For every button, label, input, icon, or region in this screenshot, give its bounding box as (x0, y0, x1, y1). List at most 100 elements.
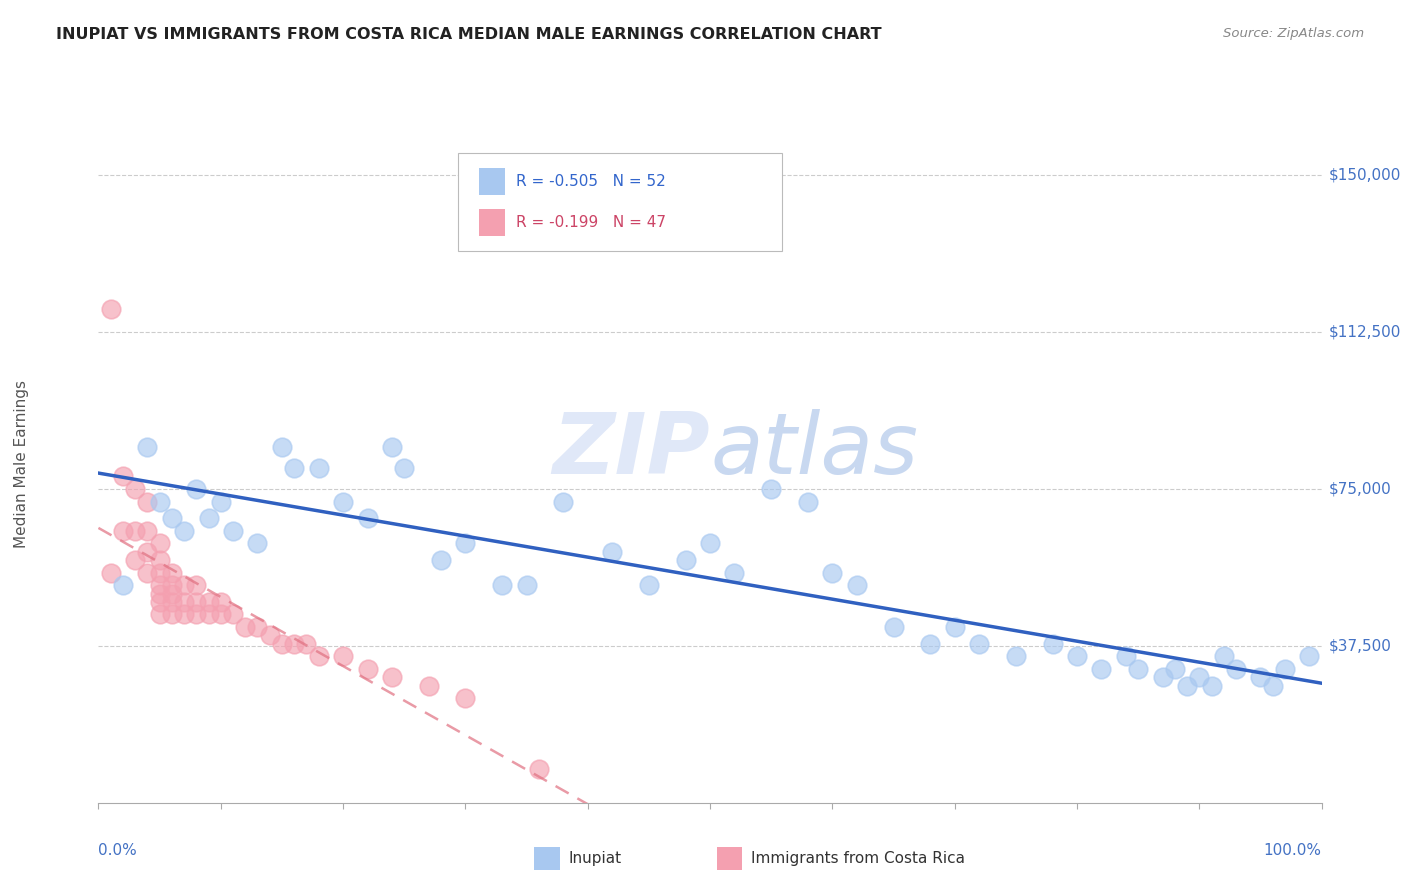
Point (1042, 637, 1064, 651)
Point (149, 586, 172, 600)
Point (845, 578, 868, 592)
Point (553, 494, 575, 508)
Point (160, 607, 183, 622)
Point (149, 578, 172, 592)
Point (283, 461, 305, 475)
Point (149, 607, 172, 622)
Text: atlas: atlas (710, 409, 918, 491)
Point (136, 440, 159, 454)
Point (209, 607, 232, 622)
Point (675, 553, 697, 567)
Point (699, 536, 721, 550)
Point (111, 524, 134, 538)
Text: R = -0.199   N = 47: R = -0.199 N = 47 (516, 215, 666, 230)
Point (270, 637, 294, 651)
Text: $37,500: $37,500 (1329, 639, 1392, 653)
Point (270, 440, 294, 454)
Text: $75,000: $75,000 (1329, 482, 1392, 497)
Text: R = -0.505   N = 52: R = -0.505 N = 52 (516, 174, 666, 189)
Point (209, 494, 232, 508)
Point (454, 691, 477, 706)
Point (1164, 662, 1187, 676)
Text: ZIP: ZIP (553, 409, 710, 491)
Point (454, 536, 477, 550)
Point (173, 578, 195, 592)
Point (797, 494, 820, 508)
Point (1212, 649, 1234, 664)
Point (160, 578, 183, 592)
Text: Median Male Earnings: Median Male Earnings (14, 380, 28, 548)
Point (883, 620, 905, 634)
Point (197, 607, 219, 622)
Point (160, 566, 183, 580)
Point (1201, 679, 1223, 693)
Point (600, 545, 623, 559)
Point (283, 637, 305, 651)
Point (149, 595, 172, 609)
Point (186, 595, 208, 609)
Point (149, 494, 172, 508)
Point (186, 578, 208, 592)
Point (308, 649, 330, 664)
Point (356, 511, 378, 525)
Point (197, 595, 219, 609)
Point (233, 620, 256, 634)
Point (124, 482, 146, 496)
Text: $150,000: $150,000 (1329, 168, 1400, 183)
Point (111, 469, 134, 483)
Point (821, 566, 844, 580)
Point (723, 566, 745, 580)
Point (100, 301, 122, 316)
Point (356, 662, 378, 676)
Point (1225, 662, 1247, 676)
Point (332, 494, 354, 508)
Point (332, 649, 354, 664)
Point (246, 620, 269, 634)
Point (527, 762, 550, 776)
Point (149, 566, 172, 580)
Point (1004, 649, 1026, 664)
Point (1128, 662, 1150, 676)
Point (209, 595, 232, 609)
Point (392, 461, 416, 475)
Point (124, 524, 146, 538)
Point (111, 578, 134, 592)
Point (967, 637, 990, 651)
Text: 0.0%: 0.0% (98, 843, 138, 858)
Point (259, 628, 281, 642)
Point (1250, 670, 1272, 684)
Point (136, 494, 159, 508)
Point (222, 524, 245, 538)
Point (418, 679, 440, 693)
Point (149, 536, 172, 550)
Point (1152, 670, 1174, 684)
Text: Immigrants from Costa Rica: Immigrants from Costa Rica (751, 851, 965, 866)
Point (491, 578, 513, 592)
Point (160, 511, 183, 525)
Point (516, 578, 538, 592)
Point (136, 545, 159, 559)
Point (920, 637, 942, 651)
Point (186, 482, 208, 496)
Point (136, 566, 159, 580)
Point (295, 637, 318, 651)
Point (136, 524, 159, 538)
Point (1066, 649, 1088, 664)
Point (173, 607, 195, 622)
Point (149, 553, 172, 567)
Point (160, 595, 183, 609)
Point (186, 607, 208, 622)
Text: Source: ZipAtlas.com: Source: ZipAtlas.com (1223, 27, 1364, 40)
Point (197, 511, 219, 525)
Point (222, 607, 245, 622)
Point (124, 553, 146, 567)
Point (173, 595, 195, 609)
Point (1298, 649, 1320, 664)
Point (173, 524, 195, 538)
Point (160, 586, 183, 600)
Point (430, 553, 453, 567)
Point (1115, 649, 1137, 664)
Point (637, 578, 661, 592)
Point (761, 482, 783, 496)
Point (246, 536, 269, 550)
